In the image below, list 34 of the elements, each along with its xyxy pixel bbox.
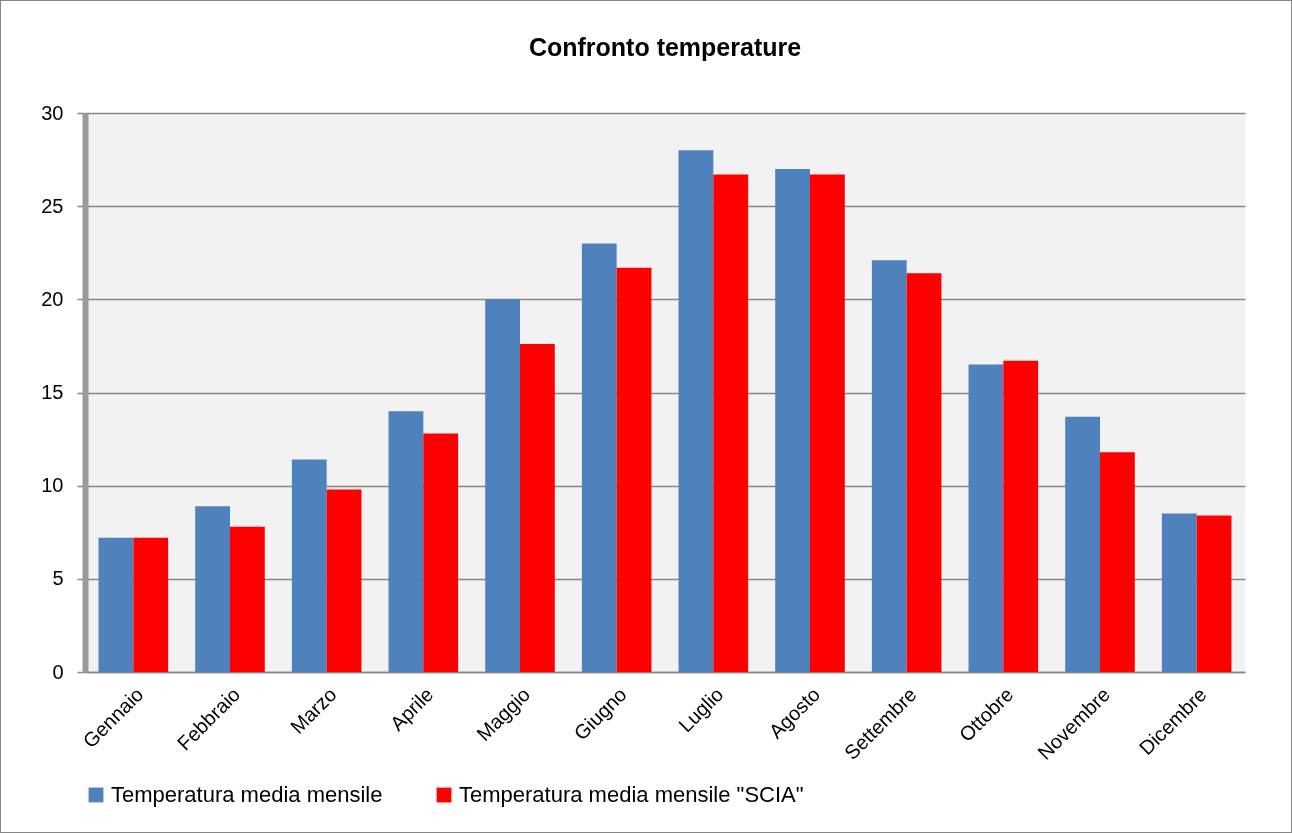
bar (581, 243, 617, 672)
bar (98, 537, 134, 672)
y-tick-label: 25 (41, 194, 64, 217)
y-tick-label: 15 (41, 381, 64, 403)
bar (133, 537, 169, 672)
y-tick-label: 0 (52, 660, 64, 683)
bar (678, 150, 714, 672)
bar (616, 267, 652, 672)
chart-title: Confronto temperature (528, 33, 802, 61)
y-tick-label: 5 (52, 567, 64, 590)
bar (520, 344, 555, 672)
y-tick-label: 30 (41, 101, 64, 124)
legend-label: Temperatura media mensile (111, 782, 383, 807)
bar (906, 273, 942, 672)
bar (326, 489, 362, 672)
bar (1100, 452, 1135, 672)
bar (291, 459, 327, 672)
bar (1161, 513, 1197, 672)
bar (388, 411, 424, 672)
bar (423, 433, 459, 672)
bar (485, 299, 520, 672)
bar (713, 174, 749, 672)
bar (775, 168, 810, 672)
y-tick-label: 20 (41, 287, 64, 310)
bar (1196, 515, 1232, 672)
bar (195, 506, 230, 672)
bar (871, 260, 907, 672)
bar (1065, 416, 1100, 672)
bar (230, 526, 265, 672)
bar (810, 174, 845, 672)
bar (1003, 360, 1039, 672)
bar (968, 364, 1004, 672)
legend-label: Temperatura media mensile "SCIA" (459, 782, 804, 807)
y-tick-label: 10 (41, 474, 64, 497)
